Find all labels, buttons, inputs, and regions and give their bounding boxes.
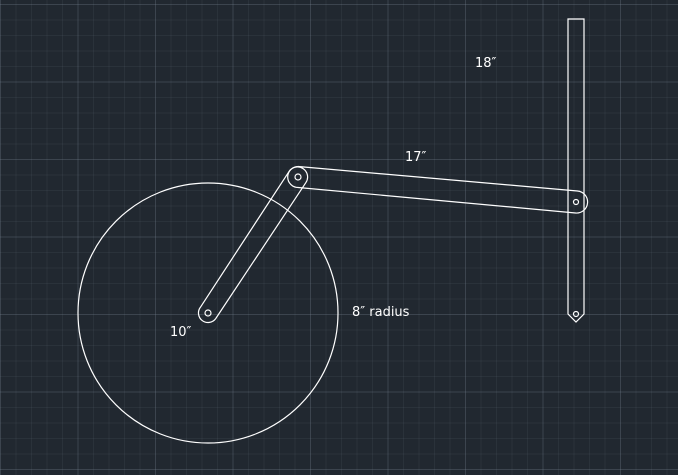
- crank-length-label: 10″: [170, 325, 192, 340]
- rocker-coupler-pin-hole[interactable]: [572, 198, 580, 206]
- coupler-length-label: 17″: [405, 150, 427, 165]
- rocker-link[interactable]: [567, 18, 585, 323]
- coupler-pin-hole[interactable]: [294, 173, 302, 181]
- wheel-circle[interactable]: [77, 182, 339, 444]
- rocker-length-label: 18″: [475, 56, 497, 71]
- crank-pivot-hole[interactable]: [204, 309, 212, 317]
- wheel-radius-label: 8″ radius: [352, 305, 410, 320]
- coupler-link[interactable]: [287, 165, 589, 214]
- crank-link[interactable]: [197, 166, 309, 324]
- rocker-pivot-hole[interactable]: [572, 310, 580, 318]
